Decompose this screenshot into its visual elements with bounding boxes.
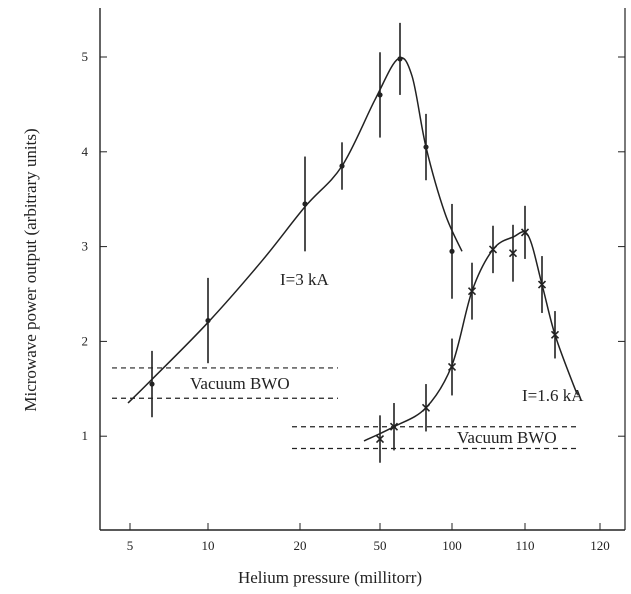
x-tick-label: 5 <box>127 538 134 553</box>
y-tick-label: 3 <box>82 239 89 254</box>
y-axis-label: Microwave power output (arbitrary units) <box>21 128 40 411</box>
y-tick-label: 2 <box>82 333 89 348</box>
x-axis-label: Helium pressure (millitorr) <box>238 568 422 587</box>
x-stroke <box>375 434 385 444</box>
data-point-x <box>421 403 431 412</box>
x-tick-label: 10 <box>202 538 215 553</box>
data-point-circle <box>397 56 403 62</box>
curve-1-6ka <box>363 230 579 442</box>
x-tick-label: 50 <box>374 538 387 553</box>
data-point-x <box>375 434 385 444</box>
data-point-x <box>520 228 530 237</box>
data-point-x <box>508 249 518 258</box>
x-tick-label: 110 <box>515 538 534 553</box>
x-stroke <box>537 280 547 289</box>
band-label-1-6ka: Vacuum BWO <box>457 428 557 447</box>
y-tick-label: 1 <box>82 428 89 443</box>
data-point-circle <box>377 92 383 98</box>
data-point-circle <box>449 248 455 254</box>
data-point-x <box>447 362 457 372</box>
data-point-circle <box>205 317 211 324</box>
series-label-3ka: I=3 kA <box>280 270 329 289</box>
x-stroke <box>447 362 457 372</box>
data-point-x <box>467 287 477 296</box>
x-stroke <box>550 330 560 339</box>
data-point-circle <box>302 201 308 207</box>
y-tick-label: 5 <box>82 49 89 64</box>
data-point-circle <box>339 163 345 169</box>
x-stroke <box>520 228 530 237</box>
x-tick-label: 120 <box>590 538 610 553</box>
x-stroke <box>508 249 518 258</box>
data-point-x <box>550 330 560 339</box>
x-stroke <box>488 245 498 254</box>
data-points <box>149 22 560 463</box>
plot-frame <box>99 8 626 531</box>
data-point-x <box>537 280 547 289</box>
band-label-3ka: Vacuum BWO <box>190 374 290 393</box>
reference-bands <box>112 367 580 450</box>
data-point-circle <box>149 381 155 387</box>
data-point-x <box>389 422 399 431</box>
x-tick-label: 100 <box>442 538 462 553</box>
curve-3ka <box>127 57 463 404</box>
x-tick-label: 20 <box>294 538 307 553</box>
series-label-1-6ka: I=1.6 kA <box>522 386 584 405</box>
x-stroke <box>467 287 477 296</box>
data-point-x <box>488 245 498 254</box>
y-tick-label: 4 <box>82 144 89 159</box>
data-point-circle <box>423 144 429 150</box>
axis-ticks: 5 10 20 50 100 110 120 1 2 3 4 5 <box>82 49 625 553</box>
x-stroke <box>389 422 399 431</box>
x-stroke <box>421 403 431 412</box>
